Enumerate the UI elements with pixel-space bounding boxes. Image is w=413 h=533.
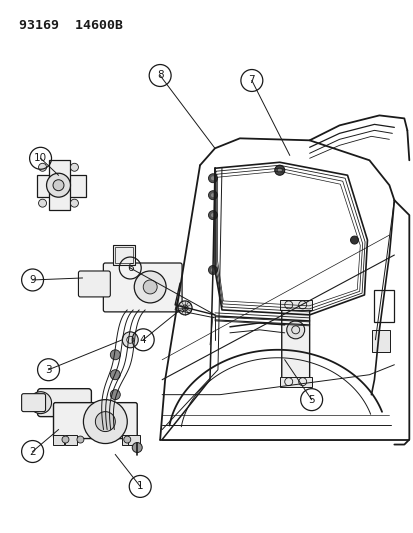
Circle shape [110,390,120,400]
Circle shape [143,280,157,294]
Circle shape [178,301,192,315]
Circle shape [70,199,78,207]
Circle shape [208,191,217,200]
Circle shape [38,163,46,171]
Bar [48,160,70,210]
Circle shape [62,436,69,443]
Circle shape [83,400,127,443]
Bar [373,290,394,322]
FancyBboxPatch shape [281,302,309,383]
Circle shape [134,271,166,303]
Circle shape [350,236,358,244]
Text: 3: 3 [45,365,52,375]
Bar [52,434,64,445]
Circle shape [132,442,142,453]
Text: 4: 4 [140,335,146,345]
Text: 2: 2 [29,447,36,457]
Bar [128,434,140,445]
Text: 9: 9 [29,275,36,285]
Circle shape [70,163,78,171]
Circle shape [277,168,282,173]
Circle shape [208,265,217,274]
FancyBboxPatch shape [53,402,137,439]
Circle shape [286,321,304,339]
Circle shape [208,174,217,183]
FancyBboxPatch shape [38,389,91,417]
Circle shape [122,332,138,348]
Text: 7: 7 [248,76,254,85]
Bar [122,434,134,445]
Circle shape [53,180,64,191]
Text: 10: 10 [34,154,47,163]
FancyBboxPatch shape [103,263,182,312]
Circle shape [29,392,51,414]
Text: 6: 6 [127,263,133,273]
Bar [113,245,135,265]
Circle shape [110,350,120,360]
FancyBboxPatch shape [78,271,110,297]
Bar [279,377,311,386]
Circle shape [211,176,214,180]
Circle shape [123,436,131,443]
Circle shape [77,436,84,443]
Text: 5: 5 [308,394,314,405]
Text: 8: 8 [157,70,163,80]
Text: 93169  14600B: 93169 14600B [19,19,122,31]
Circle shape [211,213,214,217]
Circle shape [95,411,115,432]
Circle shape [274,165,284,175]
Circle shape [110,370,120,379]
Circle shape [182,305,188,311]
Bar [115,247,133,263]
Bar [65,434,77,445]
Text: 1: 1 [137,481,143,491]
Bar [279,300,311,310]
FancyBboxPatch shape [21,394,45,411]
Circle shape [46,173,70,197]
Circle shape [211,268,214,272]
Circle shape [208,211,217,220]
Bar [36,175,86,197]
Bar [372,330,389,352]
Circle shape [211,193,214,197]
Circle shape [38,199,46,207]
